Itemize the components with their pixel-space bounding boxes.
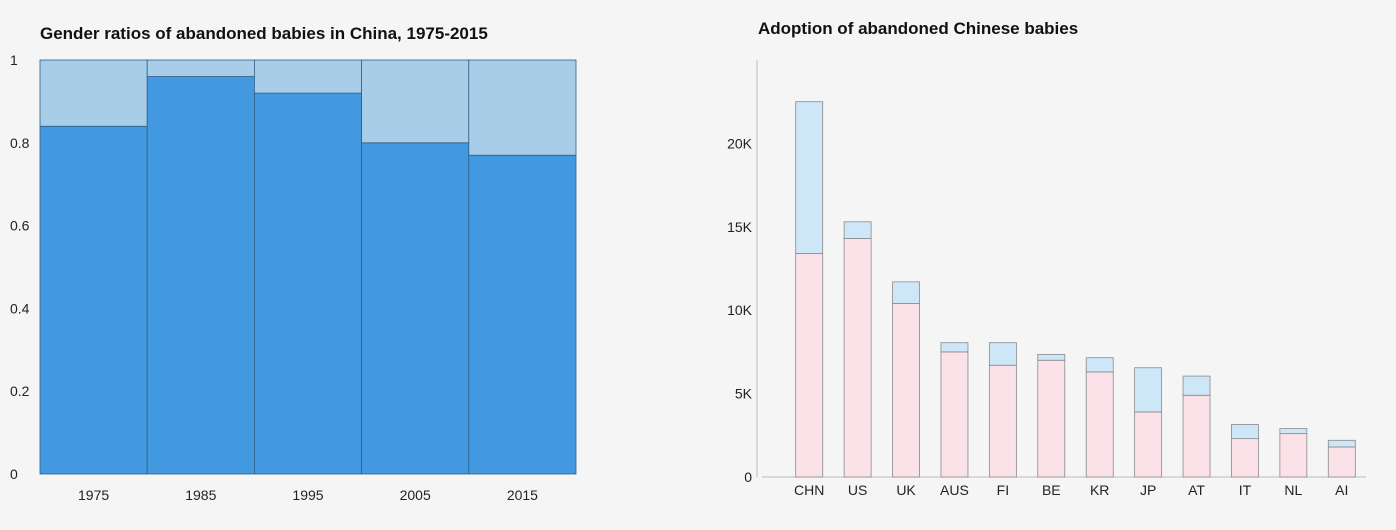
y-tick-label: 10K (727, 302, 753, 318)
x-tick-label: 2015 (507, 487, 538, 503)
chart-title: Adoption of abandoned Chinese babies (758, 19, 1079, 38)
bar-segment (795, 101, 824, 254)
x-tick-label: US (848, 482, 867, 498)
bar-segment (1085, 357, 1114, 373)
bar-segment (940, 351, 969, 478)
x-tick-label: AT (1188, 482, 1205, 498)
bar-segment (1327, 446, 1356, 478)
bar-segment (253, 92, 362, 475)
x-tick-label: AI (1335, 482, 1348, 498)
bar-segment (1231, 438, 1259, 478)
bar-segment (361, 142, 470, 475)
x-tick-label: CHN (794, 482, 824, 498)
bar-segment (795, 253, 824, 478)
bar-segment (1085, 371, 1114, 478)
x-tick-label: JP (1140, 482, 1156, 498)
bar-segment (892, 303, 920, 478)
x-tick-label: 1985 (185, 487, 216, 503)
bar-segment (361, 59, 470, 144)
bar-segment (988, 364, 1017, 478)
bar-segment (253, 59, 362, 94)
y-tick-label: 15K (727, 219, 753, 235)
bar-segment (940, 342, 969, 353)
bar-segment (1182, 394, 1211, 478)
adoption-chart: Adoption of abandoned Chinese babies CHN… (700, 0, 1396, 530)
gender-ratio-plot: 1975 1985 1995 2005 2015 0 0.2 0.4 0.6 0.8 1 (10, 52, 577, 503)
bar-segment (1037, 354, 1066, 361)
bar-segment (146, 76, 255, 475)
bar-segment (1279, 428, 1308, 435)
bar-segment (892, 281, 920, 304)
bar-segment (468, 154, 577, 475)
x-tick-label: 2005 (400, 487, 431, 503)
bar-segment (1279, 433, 1308, 478)
x-tick-label: KR (1090, 482, 1109, 498)
y-tick-label: 20K (727, 135, 753, 151)
y-tick-label: 0 (744, 469, 752, 485)
bar-segment (1134, 411, 1163, 478)
chart-title: Gender ratios of abandoned babies in Chi… (40, 24, 488, 43)
bar-segment (1327, 439, 1356, 448)
y-tick-label: 0.2 (10, 383, 30, 399)
x-tick-label: AUS (940, 482, 969, 498)
gender-ratio-chart: Gender ratios of abandoned babies in Chi… (0, 0, 620, 530)
y-tick-label: 0.6 (10, 218, 30, 234)
x-tick-label: UK (896, 482, 916, 498)
adoption-plot: CHN US UK AUS FI BE KR JP AT IT NL AI 0 5K 10K 15K 20K (727, 60, 1366, 498)
bar-segment (1231, 424, 1259, 440)
x-tick-label: FI (997, 482, 1009, 498)
y-tick-label: 5K (735, 386, 753, 402)
x-tick-label: NL (1284, 482, 1302, 498)
y-tick-label: 0.8 (10, 135, 30, 151)
bar-segment (468, 59, 577, 156)
bar-segment (146, 59, 255, 77)
y-tick-label: 0 (10, 466, 18, 482)
x-tick-label: 1995 (292, 487, 323, 503)
x-tick-label: IT (1239, 482, 1252, 498)
bar-segment (39, 59, 148, 127)
x-tick-label: 1975 (78, 487, 109, 503)
bar-segment (843, 238, 872, 478)
bar-segment (1182, 375, 1211, 396)
y-tick-label: 1 (10, 52, 18, 68)
bar-segment (1037, 359, 1066, 478)
bar-segment (39, 125, 148, 475)
x-tick-label: BE (1042, 482, 1061, 498)
bar-segment (988, 342, 1017, 366)
y-tick-label: 0.4 (10, 300, 30, 316)
bar-segment (843, 221, 872, 239)
bar-segment (1134, 367, 1163, 413)
